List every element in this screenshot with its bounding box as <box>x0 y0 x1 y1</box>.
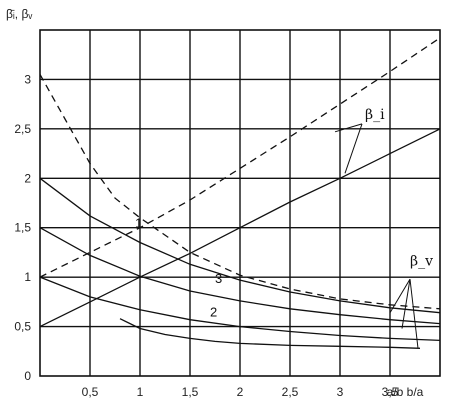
x-tick-label-1: 1 <box>137 385 144 399</box>
series-line-4 <box>39 276 441 342</box>
series-line-2 <box>39 177 441 314</box>
series-line-3 <box>39 227 441 325</box>
x-tick-label-4: 2,5 <box>282 385 299 399</box>
leader-beta-v-0 <box>389 278 411 313</box>
x-tick-label-6: 3,5 <box>382 385 399 399</box>
curve-label-2: 2 <box>210 305 217 320</box>
annotation-beta-i: β_i <box>365 107 385 123</box>
annotation-leaders <box>334 123 419 349</box>
y-tick-labels: 0 0,5 1 1,5 2 2,5 3 <box>14 72 31 383</box>
leader-beta-v-1 <box>401 279 411 329</box>
curve-labels: 1 3 2 <box>135 216 222 320</box>
y-axis-label: β̄ᵢ, βᵥ <box>6 7 32 21</box>
x-tick-label-5: 3 <box>337 385 344 399</box>
leader-beta-v-2 <box>409 279 419 349</box>
curve-label-1: 1 <box>135 216 142 231</box>
x-tick-label-3: 2 <box>237 385 244 399</box>
leader-beta-i-1 <box>344 123 363 174</box>
curve-label-3: 3 <box>215 271 222 286</box>
y-tick-label-3: 1,5 <box>14 221 31 235</box>
series-line-0 <box>39 74 441 310</box>
y-tick-label-5: 2,5 <box>14 122 31 136</box>
series-line-6 <box>119 318 421 349</box>
leader-beta-i-0 <box>334 123 363 133</box>
x-tick-labels: 0,5 1 1,5 2 2,5 3 3,5 <box>82 385 399 399</box>
plot-border <box>39 29 441 377</box>
y-tick-label-4: 2 <box>24 171 31 185</box>
x-tick-label-0: 0,5 <box>82 385 99 399</box>
x-axis-label: a/b b/a <box>387 385 424 399</box>
y-tick-label-1: 0,5 <box>14 320 31 334</box>
y-tick-label-2: 1 <box>24 270 31 284</box>
series-line-1 <box>39 37 441 278</box>
y-tick-label-6: 3 <box>24 72 31 86</box>
y-tick-label-0: 0 <box>24 369 31 383</box>
annotation-beta-v: β_v <box>410 253 433 269</box>
x-tick-label-2: 1,5 <box>182 385 199 399</box>
series-line-5 <box>39 128 441 328</box>
curves <box>39 37 441 349</box>
plot-frame <box>39 29 441 377</box>
grid <box>40 30 440 376</box>
